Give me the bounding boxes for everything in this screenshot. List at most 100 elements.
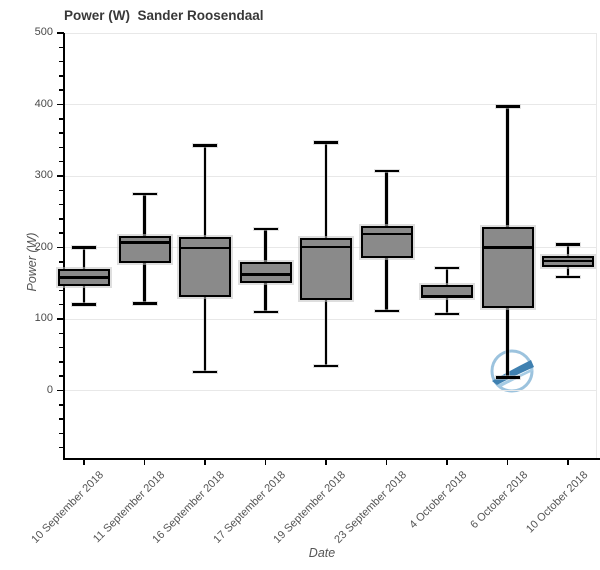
whisker-upper-line <box>264 228 267 262</box>
x-tick-label: 6 October 2018 <box>467 469 530 532</box>
whisker-cap-min <box>556 275 580 279</box>
whisker-upper-line <box>82 247 86 269</box>
whisker-cap-max <box>556 243 580 246</box>
y-minor-tick <box>59 203 64 206</box>
whisker-lower-line <box>445 298 449 314</box>
y-major-tick <box>57 103 64 106</box>
x-tick-label: 4 October 2018 <box>407 469 470 532</box>
whisker-lower-line <box>506 307 509 378</box>
y-tick-label: 100 <box>34 312 53 324</box>
y-minor-tick <box>59 118 64 120</box>
y-tick-label: 300 <box>34 169 53 181</box>
whisker-cap-max <box>193 144 217 147</box>
whisker-lower-line <box>203 296 207 372</box>
median-line <box>119 241 170 244</box>
whisker-cap-max <box>314 141 338 144</box>
y-minor-tick <box>59 89 64 91</box>
x-tick <box>264 460 267 465</box>
x-axis-title: Date <box>308 546 336 560</box>
median-line <box>482 246 533 249</box>
y-minor-tick <box>59 261 64 263</box>
median-line <box>59 276 109 279</box>
median-line <box>240 273 291 276</box>
y-minor-tick <box>59 332 64 335</box>
y-gridline <box>64 390 596 391</box>
whisker-upper-line <box>445 268 449 286</box>
y-minor-tick <box>59 146 64 149</box>
y-minor-tick <box>59 289 64 292</box>
y-minor-tick <box>59 432 64 435</box>
y-major-tick <box>57 318 64 320</box>
y-minor-tick <box>59 404 64 406</box>
y-minor-tick <box>59 361 64 363</box>
y-gridline <box>64 104 596 105</box>
y-minor-tick <box>59 60 64 63</box>
whisker-lower-line <box>264 283 267 312</box>
y-tick-label: 0 <box>46 383 53 396</box>
y-minor-tick <box>59 346 64 349</box>
y-gridline <box>64 175 596 177</box>
y-gridline <box>64 32 596 34</box>
whisker-upper-line <box>566 244 570 257</box>
y-tick-label: 500 <box>34 26 53 38</box>
whisker-cap-max <box>374 169 399 173</box>
whisker-cap-min <box>314 364 338 368</box>
whisker-cap-min <box>495 376 520 379</box>
whisker-upper-line <box>143 193 146 237</box>
x-tick <box>567 460 569 465</box>
whisker-lower-line <box>385 258 388 312</box>
x-tick <box>506 460 509 465</box>
whisker-cap-max <box>253 227 278 231</box>
whisker-upper-line <box>506 106 509 228</box>
chart-title: Power (W) Sander Roosendaal <box>64 8 264 23</box>
median-line <box>361 232 412 236</box>
y-major-tick <box>57 389 64 392</box>
whisker-cap-min <box>253 310 278 314</box>
x-tick <box>446 460 448 465</box>
whisker-upper-line <box>324 142 328 239</box>
y-tick-label: 400 <box>34 97 53 110</box>
whisker-cap-min <box>72 303 96 306</box>
y-minor-tick <box>59 160 64 163</box>
median-line <box>422 294 472 298</box>
whisker-lower-line <box>324 300 328 367</box>
x-tick-label: 10 October 2018 <box>524 469 591 536</box>
whisker-cap-min <box>435 312 459 316</box>
box <box>300 238 352 301</box>
whisker-lower-line <box>566 266 570 277</box>
y-minor-tick <box>59 418 64 420</box>
box <box>481 227 534 308</box>
x-tick <box>143 460 146 465</box>
y-major-tick <box>57 246 64 249</box>
box <box>239 261 292 284</box>
y-minor-tick <box>59 218 64 220</box>
y-major-tick <box>57 175 64 177</box>
whisker-upper-line <box>203 145 207 238</box>
whisker-upper-line <box>385 170 388 227</box>
y-minor-tick <box>59 232 64 234</box>
x-axis-line <box>63 458 600 460</box>
x-tick <box>83 460 85 465</box>
x-tick <box>325 460 327 465</box>
box <box>360 226 413 259</box>
y-gridline <box>64 318 596 320</box>
y-minor-tick <box>59 75 64 77</box>
whisker-lower-line <box>82 286 86 305</box>
median-line <box>301 245 351 249</box>
x-tick <box>385 460 388 465</box>
whisker-cap-min <box>193 370 217 374</box>
plot-right-border <box>596 33 597 458</box>
y-minor-tick <box>59 303 64 306</box>
y-minor-tick <box>59 132 64 134</box>
y-major-tick <box>57 32 64 34</box>
whisker-cap-max <box>495 105 520 108</box>
box <box>118 236 171 263</box>
whisker-cap-min <box>374 309 399 313</box>
y-tick-label: 200 <box>34 240 53 253</box>
whisker-cap-max <box>72 246 96 249</box>
y-minor-tick <box>59 446 64 449</box>
whisker-cap-min <box>132 302 157 305</box>
median-line <box>543 259 593 263</box>
